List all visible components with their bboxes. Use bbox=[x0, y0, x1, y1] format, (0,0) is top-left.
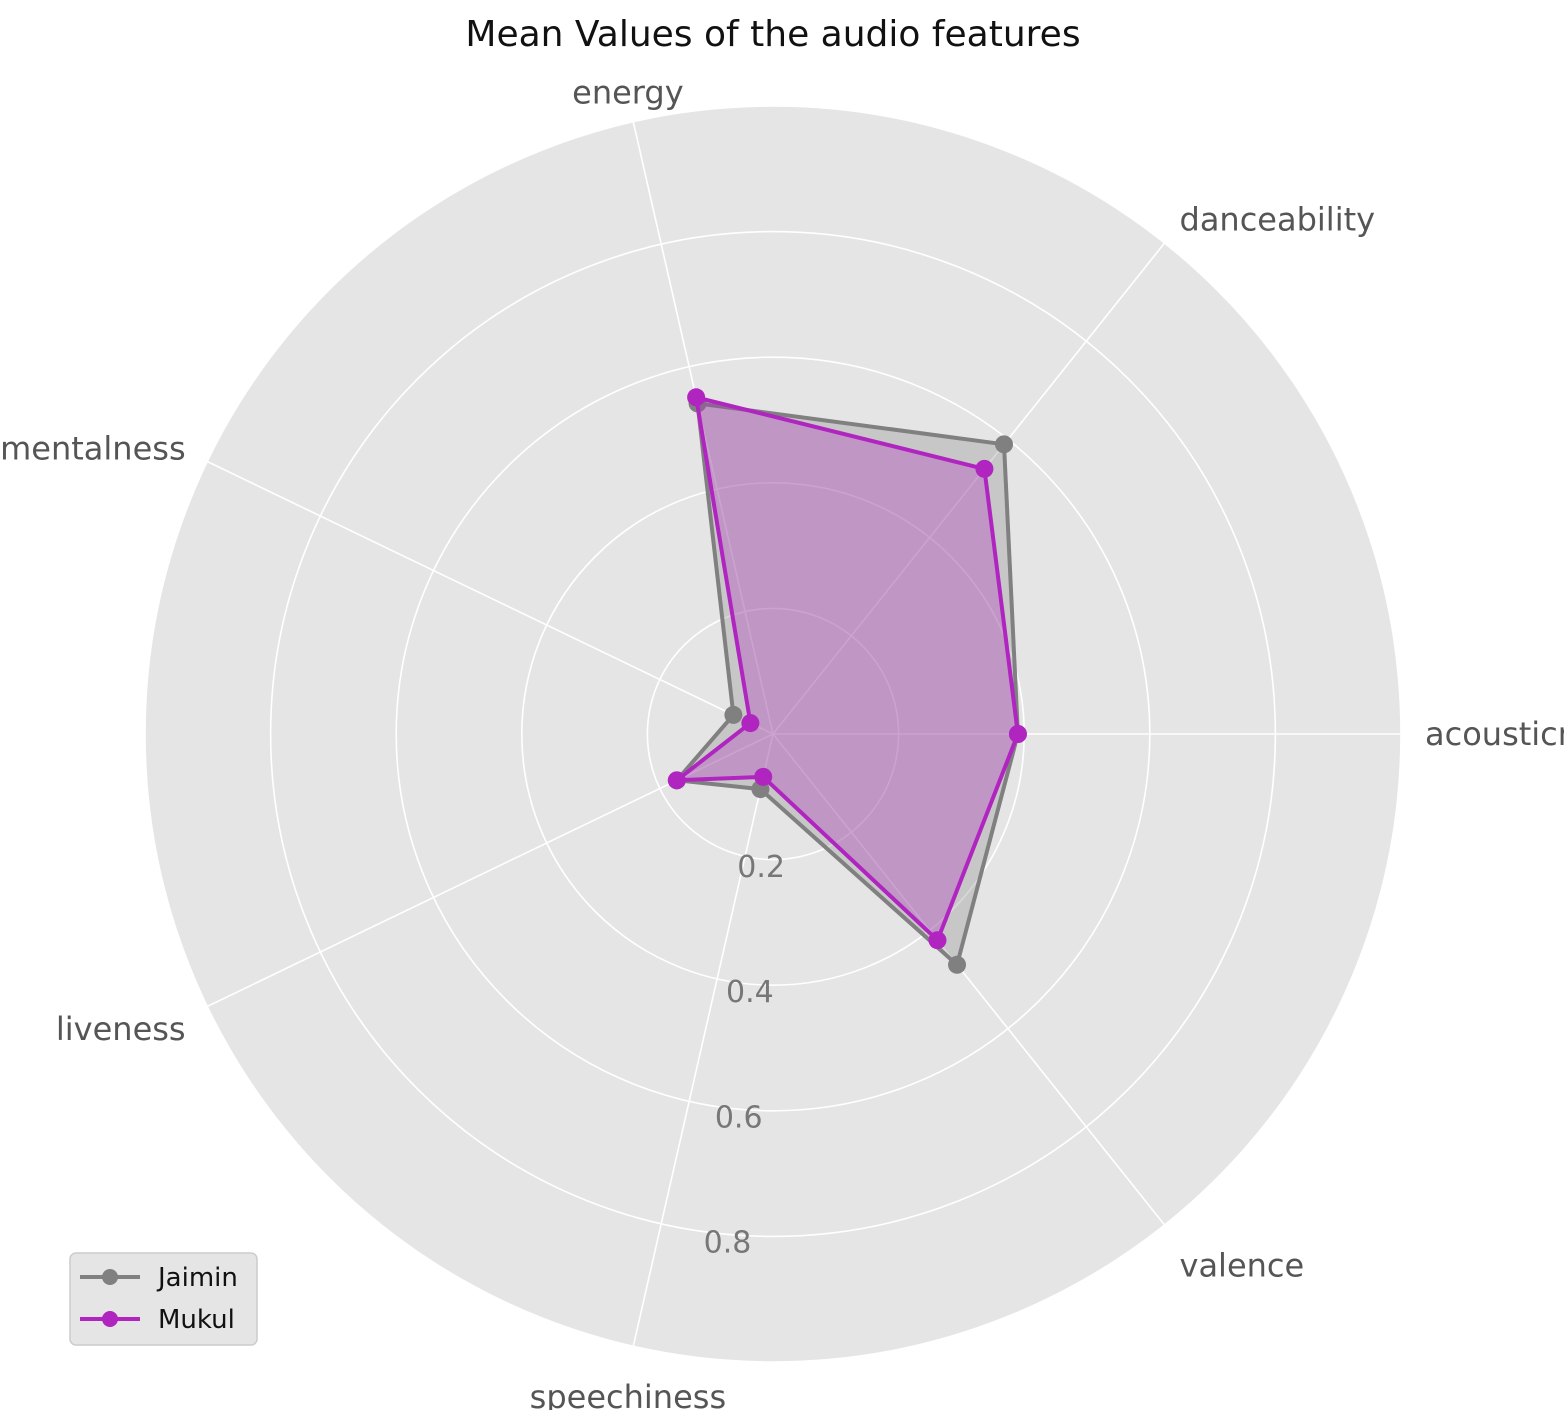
axis-label-valence: valence bbox=[1180, 1247, 1305, 1285]
tick-label-4: 0.8 bbox=[704, 1225, 752, 1260]
tick-label-1: 0.2 bbox=[737, 850, 785, 885]
legend-marker-mukul bbox=[102, 1311, 118, 1327]
point-mukul-danceability bbox=[975, 459, 994, 478]
legend-marker-jaimin bbox=[102, 1269, 118, 1285]
point-mukul-valence bbox=[928, 931, 947, 950]
spoke-danceability bbox=[772, 242, 1166, 735]
point-mukul-liveness bbox=[667, 771, 686, 790]
spoke-instrumentalness bbox=[206, 460, 774, 735]
axis-label-liveness: liveness bbox=[56, 1010, 186, 1048]
point-mukul-instrumentalness bbox=[741, 714, 760, 733]
tick-label-2: 0.4 bbox=[726, 975, 774, 1010]
point-mukul-speechiness bbox=[754, 767, 773, 786]
axis-labels: acousticness danceability energy instrument… bbox=[0, 74, 1564, 1410]
legend-label-mukul: Mukul bbox=[158, 1305, 235, 1335]
legend-entry-jaimin: Jaimin bbox=[80, 1263, 238, 1293]
axis-label-acousticness: acousticness bbox=[1425, 715, 1564, 753]
axis-label-energy: energy bbox=[572, 74, 684, 112]
legend-label-jaimin: Jaimin bbox=[156, 1263, 238, 1293]
spoke-valence bbox=[772, 733, 1166, 1226]
series-fill-jaimin bbox=[676, 403, 1018, 965]
series-line-mukul bbox=[674, 395, 1020, 943]
series-fill-mukul bbox=[676, 397, 1018, 941]
point-jaimin-danceability bbox=[995, 435, 1014, 454]
point-mukul-energy bbox=[687, 388, 706, 407]
axis-label-danceability: danceability bbox=[1180, 201, 1376, 239]
axis-label-instrumentalness: instrumentalness bbox=[0, 430, 186, 468]
tick-label-3: 0.6 bbox=[715, 1100, 763, 1135]
spoke-speechiness bbox=[632, 733, 774, 1347]
point-jaimin-instrumentalness bbox=[724, 705, 743, 724]
axis-label-speechiness: speechiness bbox=[530, 1378, 726, 1410]
series-line-jaimin bbox=[674, 401, 1020, 967]
series-layer bbox=[667, 388, 1027, 974]
point-jaimin-valence bbox=[948, 955, 967, 974]
point-mukul-acousticness bbox=[1008, 725, 1027, 743]
radial-tick-labels: 0.2 0.4 0.6 0.8 bbox=[704, 850, 785, 1260]
chart-title: Mean Values of the audio features bbox=[465, 14, 1080, 55]
legend: Jaimin Mukul bbox=[69, 1252, 258, 1346]
legend-entry-mukul: Mukul bbox=[80, 1305, 235, 1335]
